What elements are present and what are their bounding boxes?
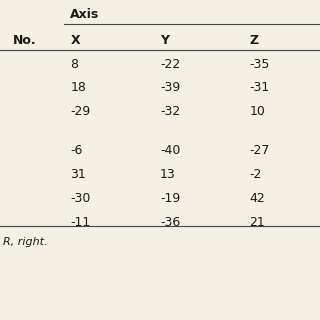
Text: 21: 21 bbox=[250, 216, 265, 229]
Text: -30: -30 bbox=[70, 192, 91, 205]
Text: Axis: Axis bbox=[70, 8, 100, 21]
Text: 42: 42 bbox=[250, 192, 265, 205]
Text: -39: -39 bbox=[160, 82, 180, 94]
Text: -2: -2 bbox=[250, 168, 262, 181]
Text: No.: No. bbox=[13, 34, 36, 46]
Text: -40: -40 bbox=[160, 144, 180, 157]
Text: -35: -35 bbox=[250, 58, 270, 70]
Text: -31: -31 bbox=[250, 82, 270, 94]
Text: -19: -19 bbox=[160, 192, 180, 205]
Text: 31: 31 bbox=[70, 168, 86, 181]
Text: 8: 8 bbox=[70, 58, 78, 70]
Text: 10: 10 bbox=[250, 106, 266, 118]
Text: -22: -22 bbox=[160, 58, 180, 70]
Text: -6: -6 bbox=[70, 144, 83, 157]
Text: Z: Z bbox=[250, 34, 259, 46]
Text: 18: 18 bbox=[70, 82, 86, 94]
Text: X: X bbox=[70, 34, 80, 46]
Text: 13: 13 bbox=[160, 168, 176, 181]
Text: -11: -11 bbox=[70, 216, 91, 229]
Text: R, right.: R, right. bbox=[3, 237, 48, 247]
Text: Y: Y bbox=[160, 34, 169, 46]
Text: -27: -27 bbox=[250, 144, 270, 157]
Text: -29: -29 bbox=[70, 106, 91, 118]
Text: -32: -32 bbox=[160, 106, 180, 118]
Text: -36: -36 bbox=[160, 216, 180, 229]
